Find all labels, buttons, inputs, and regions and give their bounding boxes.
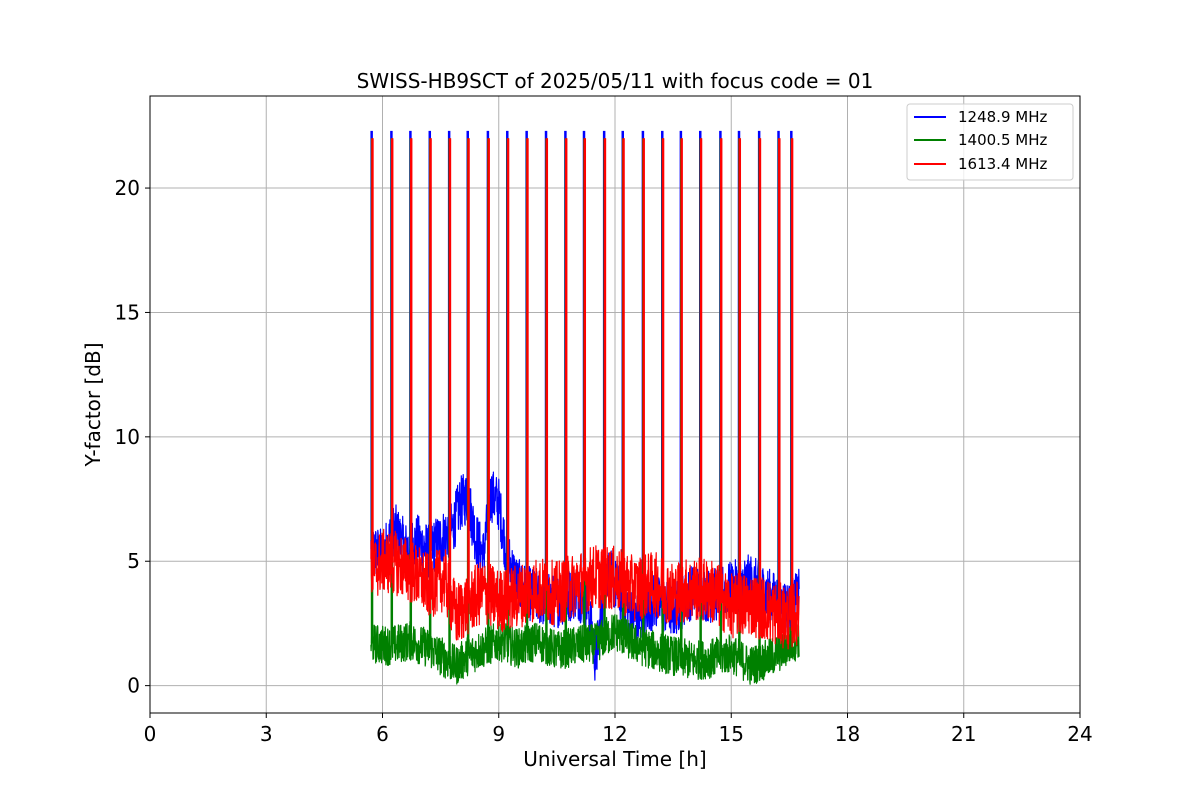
x-axis-ticks: 0 3 6 9 12 15 18 21 24 [144, 713, 1093, 746]
x-tick-label: 21 [951, 722, 976, 746]
grid [149, 96, 1081, 713]
y-axis-ticks: 0 5 10 15 20 [115, 176, 150, 698]
legend-label-1248: 1248.9 MHz [958, 108, 1047, 126]
y-tick-label: 15 [115, 300, 140, 324]
series-noise-line [370, 614, 800, 685]
series-1613-4-mhz [370, 138, 800, 650]
y-tick-label: 20 [115, 176, 140, 200]
legend-label-1613: 1613.4 MHz [958, 155, 1047, 173]
plot-series [370, 130, 800, 685]
y-axis-label: Y-factor [dB] [81, 342, 105, 467]
x-tick-label: 6 [376, 722, 389, 746]
y-tick-label: 10 [115, 425, 140, 449]
y-tick-label: 0 [127, 674, 140, 698]
x-tick-label: 15 [719, 722, 744, 746]
x-tick-label: 3 [260, 722, 273, 746]
x-tick-label: 18 [835, 722, 860, 746]
x-tick-label: 0 [144, 722, 157, 746]
x-axis-label: Universal Time [h] [523, 747, 706, 771]
x-tick-label: 12 [602, 722, 627, 746]
legend: 1248.9 MHz 1400.5 MHz 1613.4 MHz [906, 103, 1074, 181]
legend-box [906, 103, 1074, 181]
y-tick-label: 5 [127, 549, 140, 573]
x-tick-label: 24 [1067, 722, 1092, 746]
legend-label-1400: 1400.5 MHz [958, 131, 1047, 149]
x-tick-label: 9 [492, 722, 505, 746]
chart-title: SWISS-HB9SCT of 2025/05/11 with focus co… [357, 69, 874, 93]
